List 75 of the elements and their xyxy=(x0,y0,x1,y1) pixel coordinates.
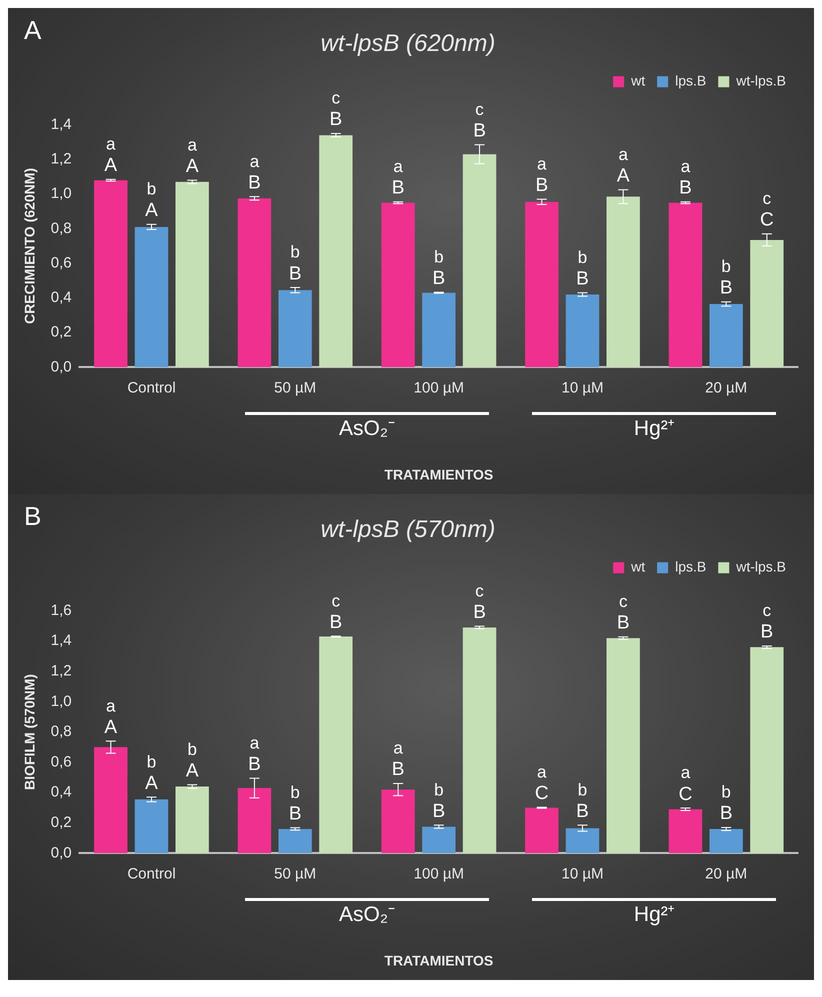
y-tick-label: 0,2 xyxy=(50,814,72,832)
x-tick-label: Control xyxy=(127,379,176,396)
y-tick-label: 0,4 xyxy=(50,784,72,801)
y-tick-label: 0,6 xyxy=(50,753,72,770)
chart-title: wt-lpsB (620nm) xyxy=(320,30,496,58)
data-label: c B xyxy=(473,581,486,623)
y-tick-label: 0,8 xyxy=(50,723,72,740)
data-label: b B xyxy=(720,782,733,824)
data-label: c B xyxy=(330,591,342,633)
data-label: a B xyxy=(679,157,692,199)
data-label: b B xyxy=(432,780,446,822)
data-label: a A xyxy=(616,144,630,186)
legend-label: lps.B xyxy=(675,72,706,89)
y-tick-label: 1,0 xyxy=(50,692,72,710)
x-tick-label: 50 µM xyxy=(274,379,316,396)
y-axis-title: BIOFILM (570NM) xyxy=(21,674,38,790)
data-label: a A xyxy=(186,135,199,177)
data-label: b B xyxy=(288,242,302,284)
data-label: b B xyxy=(432,247,446,289)
y-axis-title: CRECIMIENTO (620NM) xyxy=(21,168,38,324)
x-tick-label: 100 µM xyxy=(414,379,464,396)
data-label: b A xyxy=(145,752,158,794)
text: Hg²⁺ xyxy=(634,902,675,926)
y-tick-label: 0,2 xyxy=(50,324,72,341)
text: AsO₂⁻ xyxy=(338,416,395,440)
legend-label: lps.B xyxy=(675,558,706,575)
y-tick-label: 0,4 xyxy=(50,289,72,306)
y-tick-label: 0,6 xyxy=(50,254,72,272)
legend-label: wt-lps.B xyxy=(735,72,786,89)
data-label: b B xyxy=(576,248,589,290)
x-tick-label: 10 µM xyxy=(561,379,604,396)
data-label: a B xyxy=(535,154,548,196)
data-label: a A xyxy=(104,696,118,738)
data-label: b B xyxy=(288,782,302,824)
x-tick-label: 50 µM xyxy=(274,865,316,882)
text: B xyxy=(24,501,42,532)
x-tick-label: 100 µM xyxy=(414,865,464,882)
y-tick-label: 1,2 xyxy=(50,662,72,680)
x-axis-title: TRATAMIENTOS xyxy=(384,952,494,968)
data-label: a B xyxy=(248,152,261,194)
y-tick-label: 0,8 xyxy=(50,220,72,237)
data-label: b B xyxy=(720,257,733,299)
x-tick-label: 20 µM xyxy=(705,379,748,396)
y-tick-label: 1,0 xyxy=(50,185,72,202)
data-label: a C xyxy=(678,763,692,805)
data-label: b A xyxy=(145,180,158,222)
y-tick-label: 0,0 xyxy=(50,844,72,862)
data-label: a B xyxy=(248,733,261,775)
data-label: c B xyxy=(760,601,774,643)
x-tick-label: Control xyxy=(127,865,176,882)
data-label: c B xyxy=(473,100,486,142)
data-label: b A xyxy=(186,740,199,782)
data-label: c B xyxy=(330,88,342,130)
y-tick-label: 1,6 xyxy=(50,602,72,619)
chart-title: wt-lpsB (570nm) xyxy=(320,516,496,544)
y-tick-label: 0,0 xyxy=(50,358,72,376)
x-axis-title: TRATAMIENTOS xyxy=(384,466,494,482)
text: Hg²⁺ xyxy=(634,416,675,440)
y-tick-label: 1,4 xyxy=(50,632,72,650)
data-label: a A xyxy=(104,134,118,176)
text: AsO₂⁻ xyxy=(338,902,395,926)
x-tick-label: 20 µM xyxy=(705,865,748,882)
x-tick-label: 10 µM xyxy=(561,865,604,882)
legend-label: wt xyxy=(630,558,646,575)
legend-label: wt-lps.B xyxy=(735,558,786,575)
text: A xyxy=(24,15,42,46)
data-label: c B xyxy=(616,592,630,634)
data-label: b B xyxy=(576,780,589,822)
data-label: c C xyxy=(760,189,774,231)
data-label: a B xyxy=(392,738,404,780)
y-tick-label: 1,4 xyxy=(50,116,72,133)
data-label: a C xyxy=(534,762,549,804)
y-tick-label: 1,2 xyxy=(50,150,72,168)
legend-label: wt xyxy=(630,72,646,89)
data-label: a B xyxy=(392,157,404,199)
